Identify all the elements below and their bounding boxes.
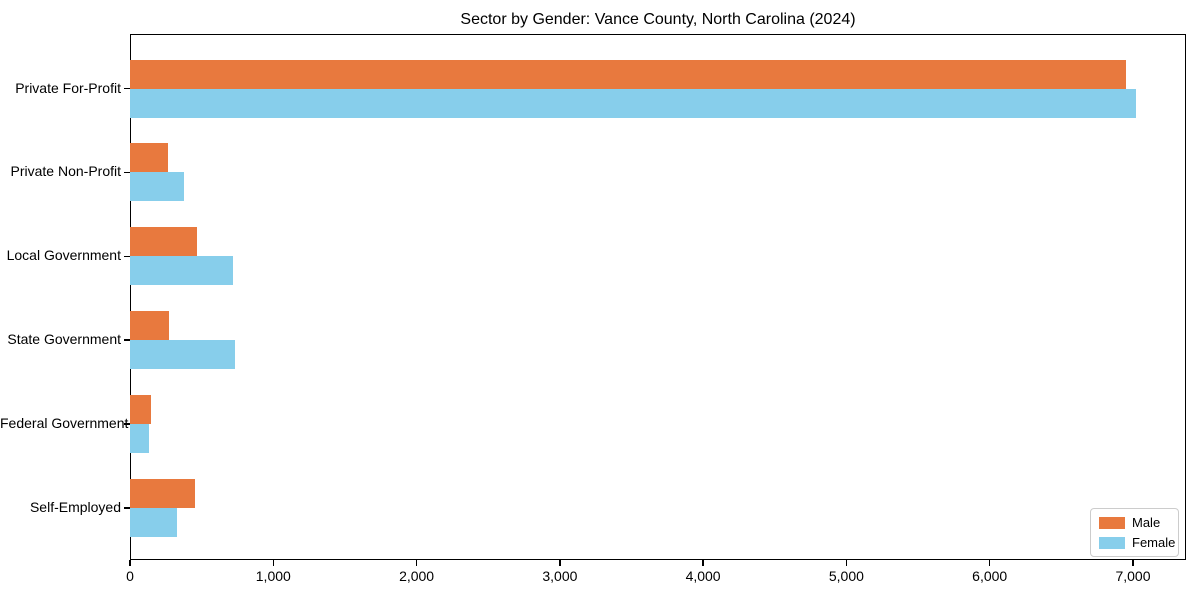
y-tick-label-local-government: Local Government	[6, 247, 121, 264]
y-tick-label-federal-government: Federal Government	[0, 415, 129, 432]
bar-female-state-government	[130, 340, 235, 370]
bar-male-private-non-profit	[130, 143, 168, 173]
x-tick-label-6: 6,000	[972, 568, 1008, 584]
x-tick-label-2: 2,000	[399, 568, 435, 584]
y-tick-private-for-profit	[124, 87, 130, 90]
legend-item-female: Female	[1099, 535, 1175, 550]
legend-label-female: Female	[1132, 535, 1176, 550]
y-tick-label-private-for-profit: Private For-Profit	[15, 79, 121, 96]
y-tick-local-government	[124, 255, 130, 258]
y-tick-private-non-profit	[124, 171, 130, 174]
x-tick-0	[129, 560, 131, 566]
x-tick-5	[845, 560, 848, 566]
bar-female-private-for-profit	[130, 88, 1136, 118]
legend: Male Female	[1090, 508, 1179, 557]
legend-item-male: Male	[1099, 515, 1170, 530]
x-tick-label-4: 4,000	[685, 568, 721, 584]
y-tick-label-state-government: State Government	[7, 331, 121, 348]
y-tick-state-government	[124, 339, 130, 341]
x-tick-label-1: 1,000	[255, 568, 291, 584]
x-tick-7	[1132, 560, 1134, 566]
bar-male-self-employed	[130, 479, 196, 508]
bar-female-self-employed	[130, 508, 177, 537]
plot-area	[130, 34, 1186, 560]
x-tick-4	[702, 560, 704, 566]
y-tick-self-employed	[124, 507, 130, 509]
x-tick-label-3: 3,000	[542, 568, 578, 584]
bar-male-state-government	[130, 311, 170, 341]
x-tick-1	[272, 560, 275, 566]
bar-female-federal-government	[130, 424, 150, 454]
legend-label-male: Male	[1132, 515, 1161, 530]
y-tick-label-private-non-profit: Private Non-Profit	[10, 163, 121, 180]
y-tick-federal-government	[124, 423, 130, 425]
chart-title: Sector by Gender: Vance County, North Ca…	[460, 11, 856, 28]
bar-male-local-government	[130, 227, 197, 257]
x-tick-label-7: 7,000	[1115, 568, 1151, 584]
bar-male-private-for-profit	[130, 59, 1126, 89]
x-tick-2	[415, 560, 418, 566]
legend-swatch-female-icon	[1099, 536, 1125, 549]
bar-male-federal-government	[130, 395, 151, 425]
bar-female-private-non-profit	[130, 172, 184, 202]
x-tick-3	[559, 560, 561, 566]
y-tick-label-self-employed: Self-Employed	[29, 499, 121, 515]
bar-female-local-government	[130, 256, 234, 286]
x-tick-label-0: 0	[126, 568, 134, 584]
x-tick-6	[988, 560, 991, 566]
legend-swatch-male-icon	[1099, 516, 1125, 529]
x-tick-label-5: 5,000	[828, 568, 864, 584]
